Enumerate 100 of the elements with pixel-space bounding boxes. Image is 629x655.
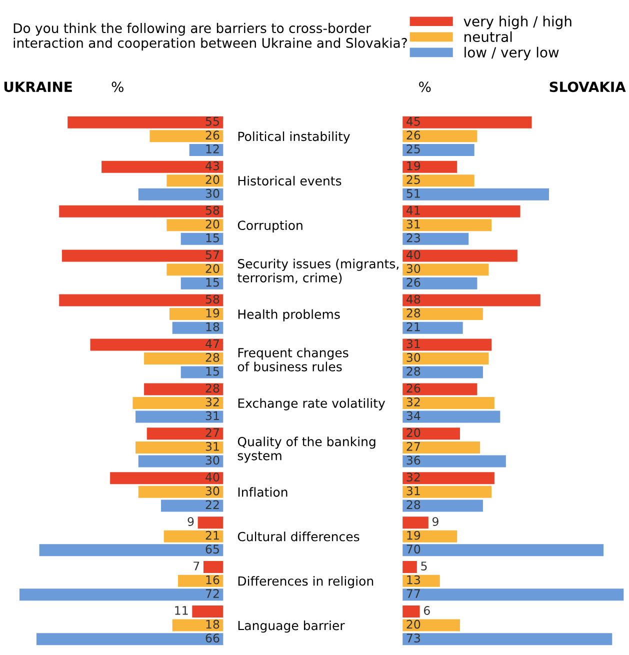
bar (59, 294, 224, 306)
data-label: 25 (406, 144, 420, 154)
y-tick-label: Quality of the banking system (238, 436, 376, 463)
legend-label: very high / high (464, 16, 572, 30)
bar (402, 366, 483, 378)
data-label: 28 (406, 366, 420, 376)
bar (189, 144, 224, 156)
data-label: 5 (421, 562, 427, 570)
bar (164, 530, 224, 542)
data-label: 30 (206, 456, 220, 465)
chart-title: Do you think the following are barriers to cross-border interaction and cooperation between Ukraine and Slovakia? (14, 22, 407, 50)
data-label: 21 (206, 530, 219, 540)
data-label: 31 (406, 220, 420, 229)
data-label: 15 (206, 366, 219, 376)
data-label: 47 (206, 339, 219, 348)
data-label: 28 (206, 384, 220, 393)
bar (402, 396, 494, 409)
data-label: 30 (206, 188, 220, 198)
bar (402, 633, 612, 646)
chart-subtitle: SLOVAKIA (550, 82, 626, 92)
bar (180, 232, 224, 245)
data-label: 72 (206, 589, 219, 598)
data-label: 55 (206, 117, 219, 126)
bar (150, 130, 224, 142)
bar (170, 308, 224, 320)
bar (402, 544, 604, 556)
bar (402, 294, 540, 306)
y-tick-label: Language barrier (238, 620, 345, 633)
bar (402, 277, 478, 290)
data-label: 28 (206, 353, 220, 362)
bar (402, 130, 478, 142)
data-label: 40 (406, 250, 420, 260)
legend-label: low / very low (464, 46, 559, 60)
bar (402, 441, 480, 454)
y-tick-label: Cultural differences (238, 532, 360, 542)
data-label: 31 (406, 339, 420, 348)
bar (144, 352, 224, 365)
data-label: 51 (406, 189, 420, 198)
bar (402, 250, 518, 262)
data-label: 23 (406, 233, 420, 242)
y-tick-label: Health problems (238, 309, 340, 322)
data-label: 20 (406, 620, 420, 629)
bar (402, 116, 532, 128)
data-label: 15 (206, 234, 219, 242)
data-label: 30 (406, 264, 420, 274)
data-label: 12 (206, 144, 219, 154)
data-label: 16 (206, 575, 220, 584)
legend-label: neutral (464, 31, 512, 42)
bar (90, 338, 224, 351)
data-label: 73 (406, 634, 420, 643)
data-label: 45 (406, 117, 420, 126)
bar (402, 205, 520, 218)
data-label: 9 (188, 517, 194, 526)
data-label: 9 (432, 517, 438, 526)
bar (402, 486, 492, 498)
data-label: 6 (424, 606, 430, 615)
data-label: 66 (206, 634, 220, 643)
bar (402, 338, 492, 351)
data-label: 15 (206, 278, 219, 287)
data-label: 20 (206, 264, 220, 274)
bar (172, 619, 224, 632)
bar (402, 472, 494, 484)
bar (402, 264, 489, 276)
bar (180, 366, 224, 378)
data-label: 43 (206, 161, 220, 170)
bar (166, 219, 224, 232)
bar (402, 308, 483, 320)
bar (180, 277, 224, 290)
bar (402, 383, 478, 396)
data-label: 65 (206, 544, 219, 554)
bar (402, 410, 500, 423)
y-tick-label: Political instability (238, 131, 350, 144)
bar (132, 396, 224, 409)
data-label: 31 (206, 442, 219, 451)
x-axis-title: % (112, 82, 124, 92)
bar (166, 174, 224, 187)
x-axis-title: % (419, 82, 431, 92)
data-label: 26 (406, 384, 420, 393)
data-label: 11 (175, 606, 188, 615)
data-label: 32 (406, 397, 420, 406)
data-label: 77 (406, 589, 420, 598)
data-label: 13 (407, 575, 420, 584)
bar (136, 441, 224, 454)
data-label: 20 (206, 175, 220, 184)
bar (402, 530, 458, 542)
data-label: 30 (206, 486, 220, 496)
data-label: 21 (406, 322, 420, 332)
y-tick-label: Corruption (238, 220, 302, 232)
bar (402, 219, 492, 232)
bar (402, 352, 489, 365)
data-label: 22 (206, 500, 219, 509)
data-label: 7 (194, 562, 200, 570)
bar (19, 588, 224, 601)
bar (402, 574, 440, 587)
bar (102, 160, 224, 173)
data-label: 58 (206, 294, 220, 304)
bar (402, 455, 506, 468)
data-label: 18 (206, 620, 220, 629)
bar (144, 383, 224, 396)
data-label: 19 (407, 161, 420, 170)
